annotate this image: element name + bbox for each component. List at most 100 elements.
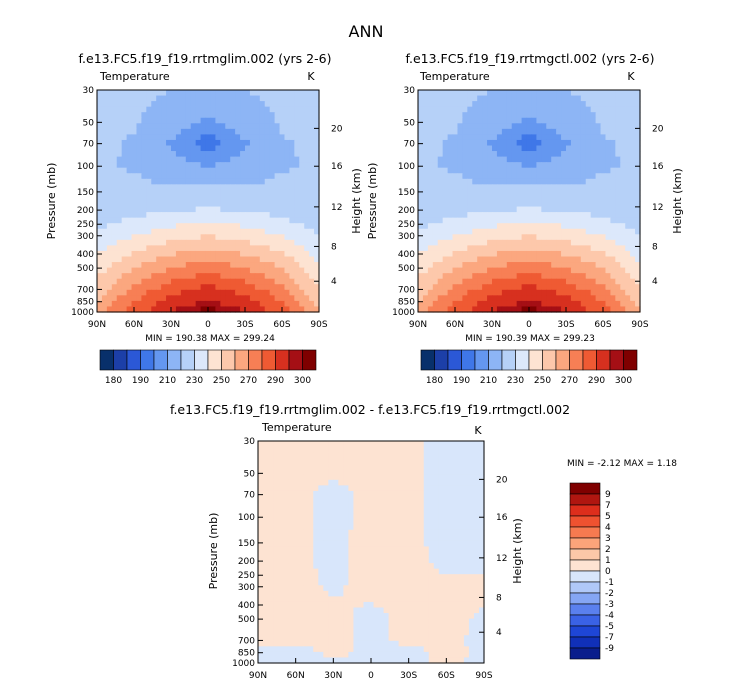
panel-lim-cell [191, 112, 197, 118]
panel-ctl-cell [522, 96, 528, 102]
panel-ctl-cell [467, 223, 473, 229]
panel-lim-cell [176, 107, 182, 113]
panel-ctl-cell [556, 157, 562, 163]
panel-ctl-cell [423, 218, 429, 224]
panel-lim-cell [299, 190, 305, 196]
panel-ctl-cell [428, 234, 434, 240]
panel-diff-cell [439, 563, 445, 569]
panel-lim-cell [240, 218, 246, 224]
panel-lim-cell [245, 218, 251, 224]
panel-lim-cell [240, 173, 246, 179]
panel-ctl-cell [527, 245, 533, 251]
panel-lim-cell [210, 290, 216, 296]
panel-lim-cell [132, 123, 138, 129]
panel-lim-cell [127, 107, 133, 113]
panel-lim-cell [284, 223, 290, 229]
panel-ctl-cell [492, 240, 498, 246]
panel-lim-cell [284, 118, 290, 124]
panel-ctl-cell [536, 140, 542, 146]
panel-lim-cell [294, 279, 300, 285]
panel-lim-cell [196, 245, 202, 251]
panel-lim-cell [122, 173, 128, 179]
panel-diff-cell [449, 569, 455, 575]
panel-diff-cell [464, 502, 470, 508]
panel-lim-cell [255, 273, 261, 279]
panel-lim-cell [102, 234, 108, 240]
panel-lim-cell [250, 129, 256, 135]
panel-lim-cell [220, 195, 226, 201]
panel-lim-cell [191, 118, 197, 124]
panel-lim-cell [309, 129, 315, 135]
panel-ctl-cell [428, 240, 434, 246]
panel-lim-cell [206, 129, 212, 135]
panel-ctl-cell [497, 234, 503, 240]
panel-diff-cell [283, 580, 289, 586]
panel-lim-cell [156, 96, 162, 102]
panel-lim-cell [171, 118, 177, 124]
panel-lim-cell [132, 151, 138, 157]
panel-ctl-cell [601, 118, 607, 124]
panel-diff-cell [464, 541, 470, 547]
panel-ctl-cell [581, 212, 587, 218]
panel-ctl-cell [630, 140, 636, 146]
panel-ctl-cell [457, 212, 463, 218]
panel-lim-cell [122, 107, 128, 113]
panel-diff-cell [268, 485, 274, 491]
panel-ctl-cell [591, 195, 597, 201]
panel-diff-cell [419, 463, 425, 469]
panel-ctl-colorbar-label: 290 [588, 376, 605, 386]
panel-lim-cell [186, 273, 192, 279]
panel-ctl-cell [453, 134, 459, 140]
panel-lim-cell [136, 229, 142, 235]
panel-ctl-cell [418, 218, 424, 224]
panel-ctl-cell [581, 112, 587, 118]
panel-ctl-cell [443, 223, 449, 229]
panel-lim-cell [132, 129, 138, 135]
panel-lim-cell [225, 279, 231, 285]
panel-lim-cell [181, 245, 187, 251]
panel-lim-cell [215, 207, 221, 213]
panel-diff-cell [374, 447, 380, 453]
panel-diff-cell [333, 458, 339, 464]
panel-lim-cell [201, 218, 207, 224]
panel-lim-cell [220, 168, 226, 174]
panel-lim-cell [191, 151, 197, 157]
panel-diff-cell [389, 552, 395, 558]
panel-lim-colorbar-swatch [249, 350, 263, 370]
panel-lim-cell [220, 179, 226, 185]
panel-diff-cell [308, 447, 314, 453]
panel-diff-cell [343, 491, 349, 497]
panel-ctl-cell [497, 157, 503, 163]
panel-lim-cell [176, 146, 182, 152]
panel-lim-cell [196, 301, 202, 307]
panel-lim-cell [146, 184, 152, 190]
panel-ctl-cell [517, 112, 523, 118]
panel-diff-cell [328, 541, 334, 547]
panel-ctl-cell [448, 107, 454, 113]
panel-lim-cell [156, 257, 162, 263]
panel-diff-cell [454, 535, 460, 541]
panel-lim-cell [245, 262, 251, 268]
panel-lim-cell [132, 218, 138, 224]
panel-ctl-cell [601, 112, 607, 118]
panel-lim-cell [240, 190, 246, 196]
panel-lim-cell [107, 268, 113, 274]
panel-ctl-cell [596, 257, 602, 263]
panel-lim-cell [132, 184, 138, 190]
panel-ctl-cell [512, 240, 518, 246]
panel-ctl-cell [482, 129, 488, 135]
panel-diff-cell [293, 563, 299, 569]
panel-lim-cell [136, 234, 142, 240]
panel-lim-cell [260, 168, 266, 174]
panel-lim-cell [141, 218, 147, 224]
panel-lim-cell [309, 140, 315, 146]
panel-diff-cell [464, 519, 470, 525]
panel-ctl-cell [487, 257, 493, 263]
panel-diff-cell [358, 463, 364, 469]
panel-ctl-cell [536, 184, 542, 190]
panel-ctl-cell [536, 129, 542, 135]
panel-ctl-cell [586, 290, 592, 296]
panel-diff-cell [424, 497, 430, 503]
panel-diff-cell [328, 530, 334, 536]
panel-lim-cell [186, 301, 192, 307]
